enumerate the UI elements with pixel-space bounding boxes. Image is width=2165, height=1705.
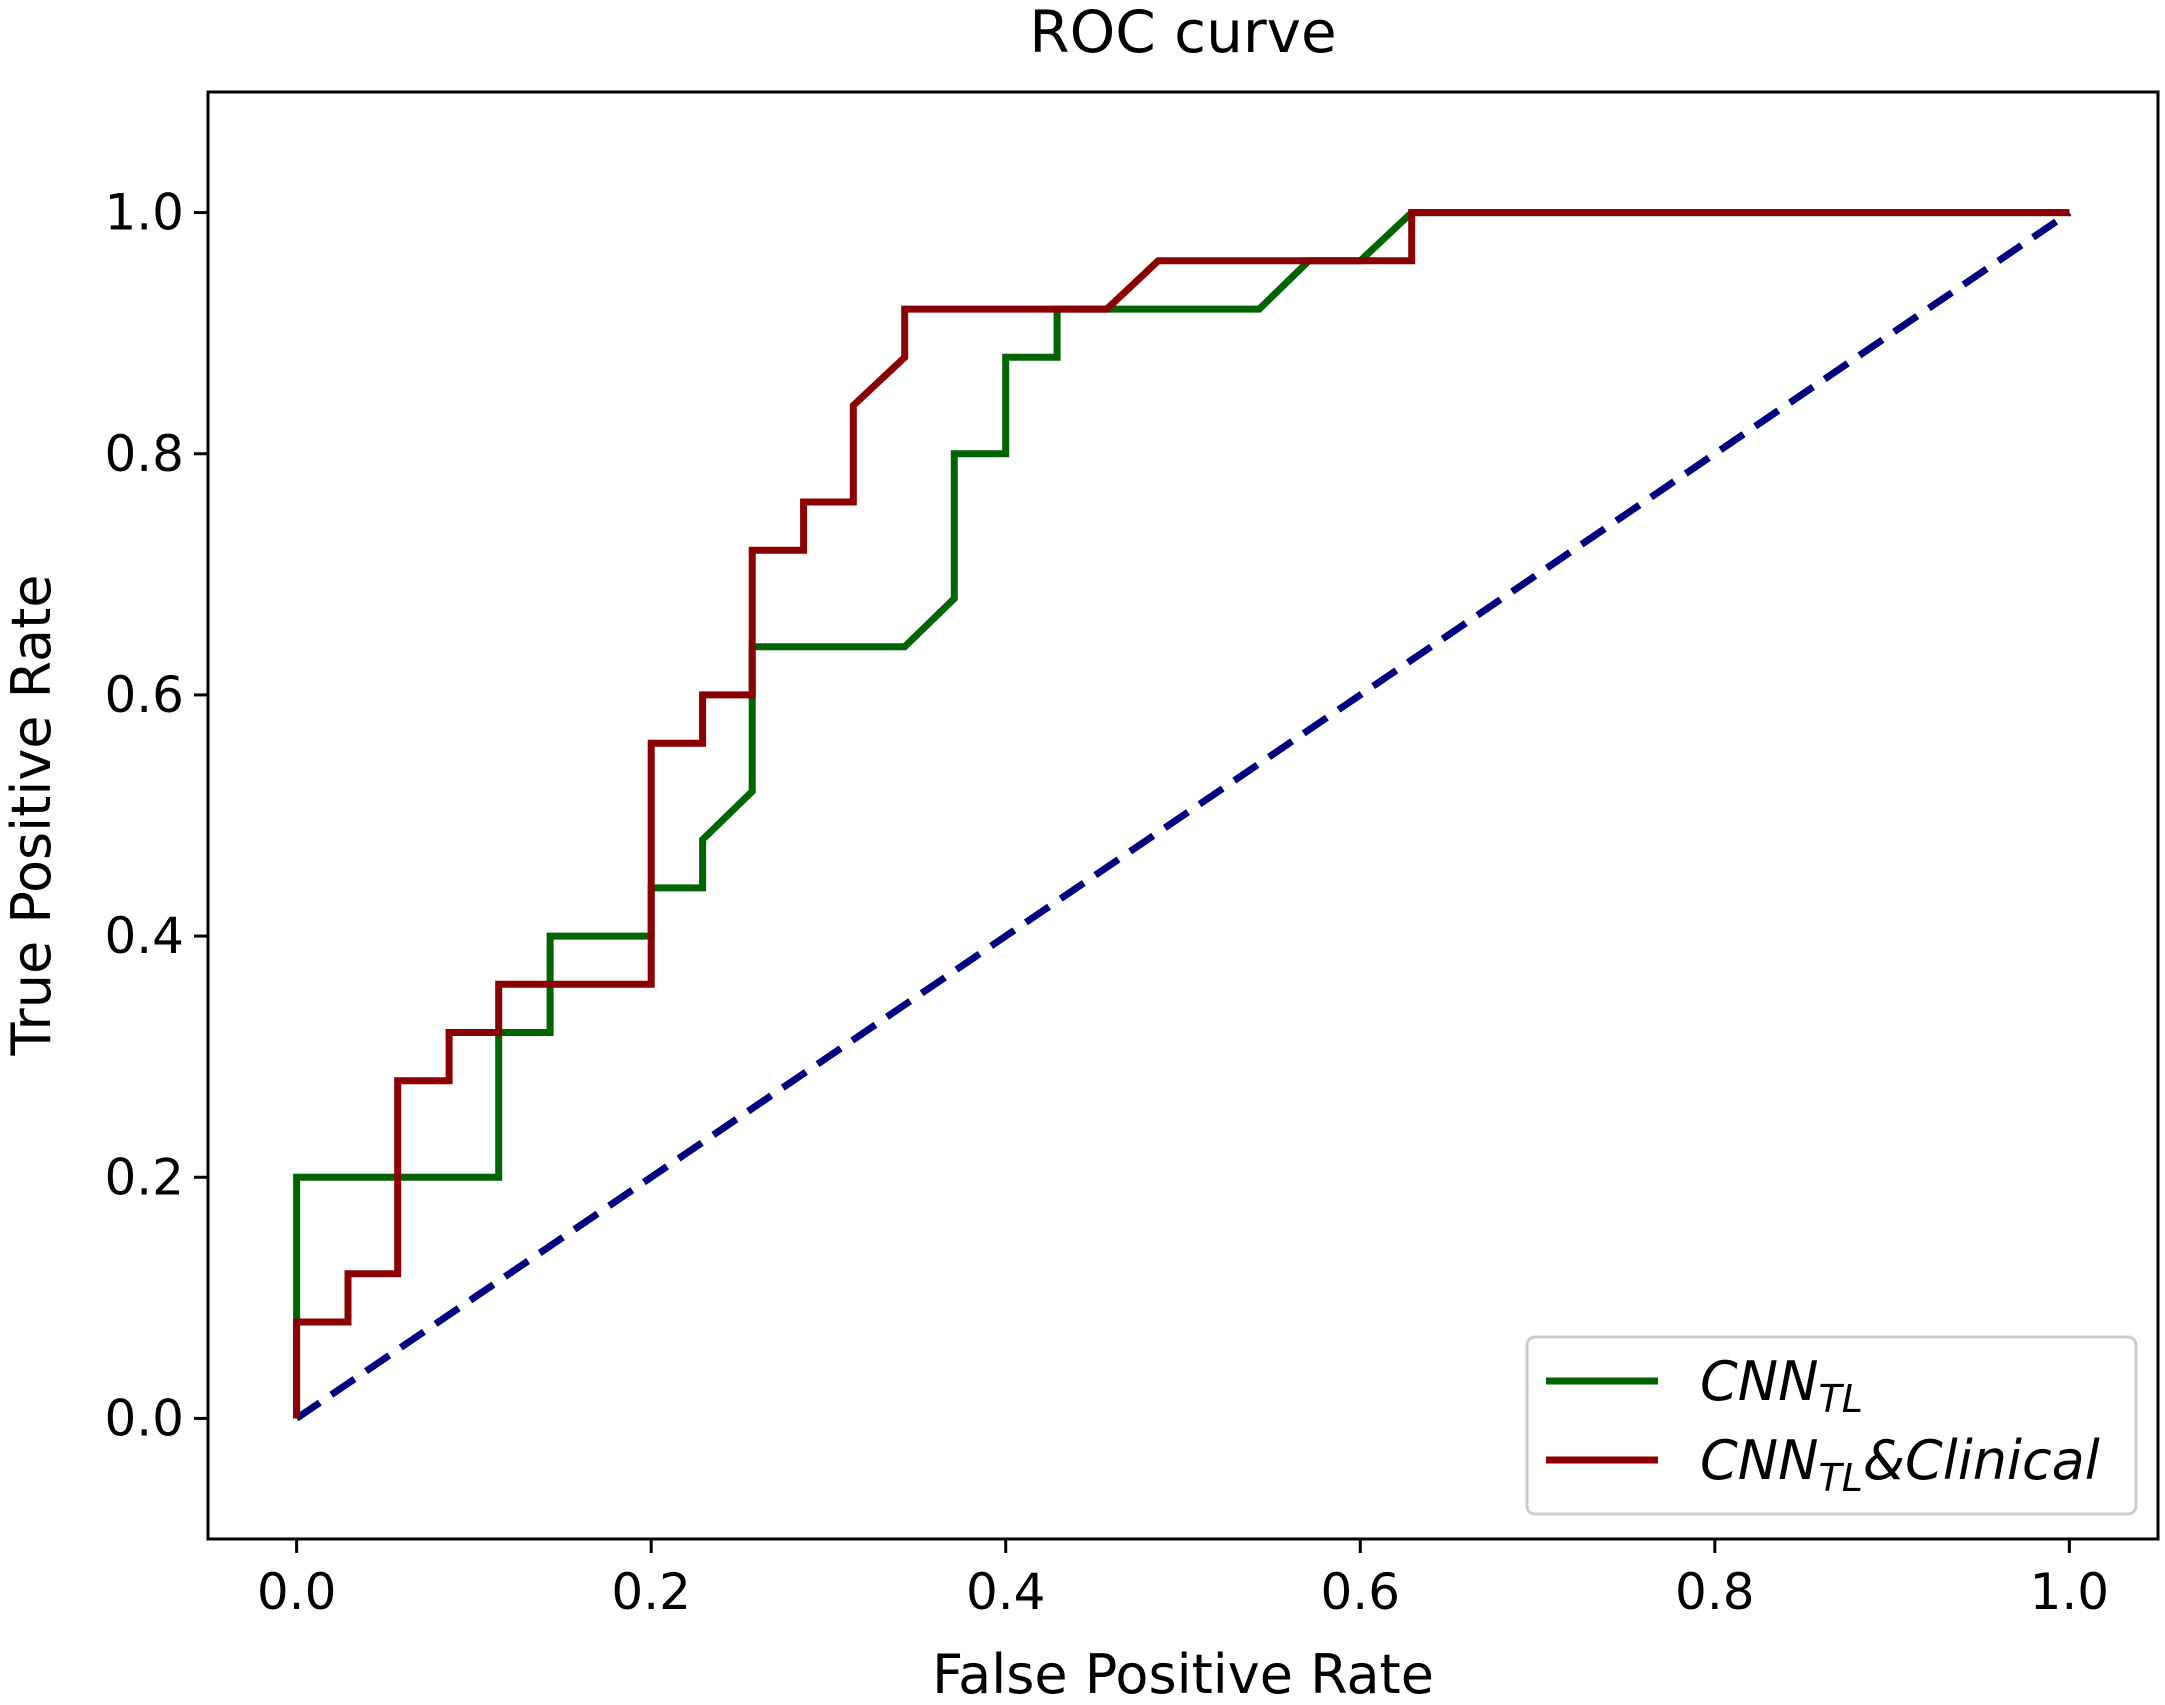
y-tick-label: 0.0: [104, 1389, 184, 1447]
x-tick-label: 0.4: [966, 1563, 1046, 1621]
legend-box: [1525, 1335, 2138, 1516]
y-tick-label: 0.4: [104, 907, 184, 965]
y-ticks: 0.0 0.2 0.4 0.6 0.8 1.0: [104, 184, 208, 1447]
series-line-chance: [294, 209, 2072, 1422]
y-tick-label: 0.6: [104, 666, 184, 724]
y-tick-label: 0.2: [104, 1148, 184, 1206]
x-tick-label: 1.0: [2030, 1563, 2110, 1621]
legend-label-cnn-tl: CNNTL: [1700, 1350, 1863, 1421]
y-tick-label: 0.8: [104, 425, 184, 483]
series-line-cnn-tl: [293, 209, 2070, 1419]
chart-title: ROC curve: [1029, 0, 1336, 66]
plot-lines: [293, 209, 2072, 1422]
y-axis-label: True Positive Rate: [0, 574, 63, 1056]
x-tick-label: 0.0: [257, 1563, 337, 1621]
legend-label-cnn-tl-sub: TL: [1819, 1377, 1863, 1421]
legend-label-cnn-tl-clinical: CNNTL&Clinical: [1700, 1429, 2100, 1500]
x-axis-label: False Positive Rate: [932, 1643, 1434, 1705]
series-line-cnn-tl-clinical: [293, 209, 2070, 1419]
legend-label-cnn-tl-clinical-main: CNN: [1700, 1429, 1819, 1492]
legend-label-cnn-tl-clinical-tail: &Clinical: [1863, 1429, 2100, 1492]
x-tick-label: 0.8: [1675, 1563, 1755, 1621]
x-tick-label: 0.2: [611, 1563, 691, 1621]
axes-frame: [206, 90, 2160, 1541]
x-ticks: 0.0 0.2 0.4 0.6 0.8 1.0: [257, 1539, 2109, 1621]
legend-label-cnn-tl-main: CNN: [1700, 1350, 1819, 1413]
x-tick-label: 0.6: [1321, 1563, 1401, 1621]
legend-label-cnn-tl-clinical-sub: TL: [1819, 1456, 1863, 1500]
legend: CNNTL CNNTL&Clinical: [1525, 1335, 2138, 1516]
y-tick-label: 1.0: [104, 184, 184, 242]
